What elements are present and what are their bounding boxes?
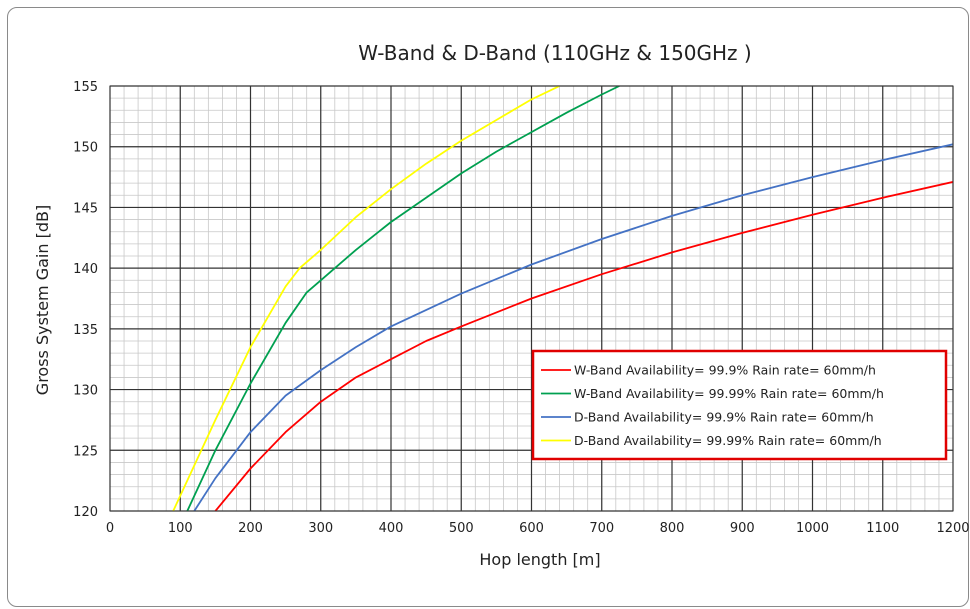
x-tick-label: 200 <box>238 521 263 536</box>
x-tick-label: 500 <box>449 521 474 536</box>
y-tick-label: 125 <box>73 444 98 459</box>
series-line-4 <box>172 86 560 511</box>
x-tick-label: 600 <box>519 521 544 536</box>
series-layer <box>172 86 953 511</box>
x-axis-title: Hop length [m] <box>479 550 600 569</box>
legend: W-Band Availability= 99.9% Rain rate= 60… <box>531 349 948 461</box>
y-axis-title: Gross System Gain [dB] <box>33 205 52 395</box>
x-tick-label: 1200 <box>936 521 969 536</box>
x-tick-label: 1000 <box>796 521 829 536</box>
x-tick-label: 800 <box>660 521 685 536</box>
legend-box <box>531 349 948 461</box>
x-tick-label: 100 <box>168 521 193 536</box>
x-tick-label: 1100 <box>866 521 899 536</box>
x-tick-label: 0 <box>106 521 114 536</box>
legend-label: W-Band Availability= 99.99% Rain rate= 6… <box>574 386 884 401</box>
tick-labels: 0 100 200 300 400 500 600 700 800 900 1000 1100 1200… <box>73 80 969 536</box>
x-tick-label: 400 <box>379 521 404 536</box>
x-tick-label: 300 <box>308 521 333 536</box>
y-tick-label: 150 <box>73 141 98 156</box>
chart-title: W-Band & D-Band (110GHz & 150GHz ) <box>358 41 751 65</box>
series-line-3 <box>193 143 953 511</box>
x-tick-label: 700 <box>589 521 614 536</box>
x-tick-label: 900 <box>730 521 755 536</box>
y-tick-label: 140 <box>73 262 98 277</box>
y-tick-label: 135 <box>73 323 98 338</box>
y-tick-label: 120 <box>73 505 98 520</box>
legend-label: D-Band Availability= 99.99% Rain rate= 6… <box>574 433 882 448</box>
y-tick-label: 155 <box>73 80 98 95</box>
y-tick-label: 130 <box>73 384 98 399</box>
legend-label: D-Band Availability= 99.9% Rain rate= 60… <box>574 410 874 425</box>
series-line-1 <box>214 181 953 511</box>
y-tick-label: 145 <box>73 201 98 216</box>
legend-label: W-Band Availability= 99.9% Rain rate= 60… <box>574 363 876 378</box>
chart-frame <box>7 7 969 607</box>
series-line-2 <box>186 86 620 511</box>
plot-border <box>109 85 954 512</box>
